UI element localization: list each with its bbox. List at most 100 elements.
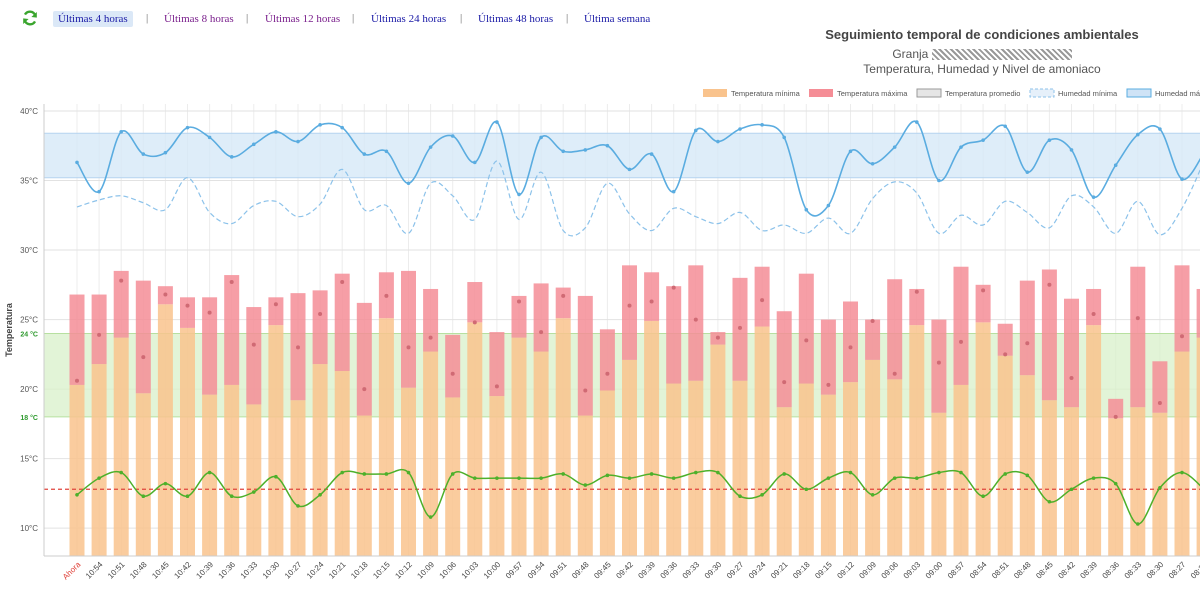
ammonia-point: [163, 481, 168, 486]
max-temperature-bar: [135, 280, 151, 394]
nav-separator: |: [460, 12, 463, 24]
ammonia-point: [981, 494, 985, 498]
humidity-max-point: [1069, 148, 1074, 152]
humidity-max-point: [1003, 124, 1007, 129]
x-tick-label: 09:21: [769, 560, 790, 581]
humidity-max-point: [495, 120, 499, 124]
y-tick-label: 20°C: [20, 385, 38, 394]
x-tick-label: 10:42: [172, 560, 193, 581]
ammonia-point: [141, 494, 146, 498]
ammonia-point: [782, 472, 786, 476]
humidity-max-point: [782, 135, 786, 140]
ammonia-point: [97, 476, 101, 480]
average-temperature-point: [583, 388, 588, 393]
x-tick-label: 10:21: [327, 560, 348, 581]
average-temperature-point: [1091, 312, 1096, 317]
x-tick-label: 10:03: [460, 560, 481, 581]
ammonia-point: [870, 493, 875, 497]
humidity-max-point: [141, 152, 146, 156]
y-tick-label: 15°C: [20, 455, 38, 464]
max-temperature-bar: [401, 270, 416, 388]
nav-separator: |: [566, 12, 569, 24]
x-tick-label: 10:39: [194, 560, 215, 581]
min-temperature-bar: [202, 394, 218, 556]
min-temperature-bar: [1196, 337, 1200, 556]
average-temperature-point: [207, 310, 212, 315]
humidity-max-point: [694, 128, 698, 133]
min-temperature-bar: [622, 359, 637, 556]
nav-last-12-hours[interactable]: Últimas 12 horas: [265, 13, 341, 25]
average-temperature-point: [163, 292, 168, 297]
min-temperature-bar: [953, 384, 969, 556]
x-tick-label: 08:51: [990, 560, 1011, 581]
max-temperature-bar: [533, 283, 549, 352]
max-temperature-bar: [445, 334, 461, 398]
x-tick-label: 10:06: [438, 560, 459, 581]
min-temperature-bar: [1064, 407, 1079, 556]
nav-last-4-hours[interactable]: Últimas 4 horas: [53, 11, 133, 27]
refresh-icon[interactable]: [22, 10, 38, 26]
humidity-max-point: [207, 135, 212, 140]
ammonia-point: [760, 493, 764, 497]
x-tick-label: 08:30: [1145, 560, 1166, 581]
average-temperature-point: [406, 345, 411, 350]
ammonia-point: [1047, 499, 1052, 504]
ammonia-point: [583, 483, 588, 487]
humidity-max-point: [75, 160, 79, 165]
min-temperature-bar: [1086, 325, 1102, 556]
nav-last-48-hours[interactable]: Últimas 48 horas: [478, 13, 554, 25]
average-temperature-point: [649, 299, 654, 304]
max-temperature-bar: [887, 279, 903, 380]
average-temperature-point: [318, 312, 323, 317]
x-tick-label: 10:45: [150, 560, 171, 581]
average-temperature-point: [1047, 282, 1052, 287]
average-temperature-point: [605, 371, 610, 376]
ammonia-point: [937, 470, 941, 475]
ammonia-point: [561, 472, 565, 476]
min-temperature-bar: [180, 327, 195, 556]
x-tick-label: 10:36: [217, 560, 238, 581]
average-temperature-point: [870, 318, 875, 323]
max-temperature-bar: [820, 319, 836, 395]
min-temperature-bar: [290, 400, 306, 556]
humidity-max-point: [97, 189, 101, 194]
x-tick-label: Ahora: [61, 560, 83, 582]
min-temperature-bar: [533, 351, 549, 556]
chart-title: Seguimiento temporal de condiciones ambi…: [825, 27, 1139, 42]
min-temperature-bar: [931, 412, 947, 556]
humidity-max-point: [119, 130, 123, 134]
min-temperature-bar: [997, 355, 1013, 556]
x-tick-label: 08:24: [1189, 560, 1200, 581]
average-temperature-point: [362, 387, 367, 392]
x-tick-label: 10:54: [84, 560, 105, 581]
min-temperature-bar: [268, 325, 284, 556]
min-temperature-bar: [511, 337, 527, 556]
x-tick-label: 10:00: [482, 560, 503, 581]
average-temperature-point: [296, 345, 300, 350]
humidity-max-point: [1180, 177, 1184, 181]
max-temperature-bar: [1108, 398, 1124, 419]
min-temperature-bar: [356, 415, 372, 556]
max-temperature-bar: [1086, 288, 1102, 326]
max-temperature-bar: [246, 307, 262, 405]
ammonia-point: [75, 493, 79, 497]
humidity-max-point: [738, 127, 742, 131]
average-temperature-point: [1135, 316, 1140, 321]
ammonia-point: [119, 470, 123, 475]
x-tick-label: 09:39: [636, 560, 657, 581]
humidity-max-point: [937, 178, 941, 183]
min-temperature-bar: [334, 371, 350, 556]
humidity-max-point: [406, 181, 411, 186]
nav-last-24-hours[interactable]: Últimas 24 horas: [371, 13, 447, 25]
ammonia-point: [229, 494, 234, 498]
nav-last-8-hours[interactable]: Últimas 8 horas: [164, 13, 234, 25]
min-temperature-bar: [224, 384, 240, 556]
ammonia-point: [738, 494, 742, 498]
min-temperature-bar: [865, 359, 881, 556]
min-temperature-bar: [91, 364, 107, 556]
nav-last-week[interactable]: Última semana: [584, 13, 651, 25]
humidity-max-point: [185, 125, 190, 130]
humidity-max-point: [362, 152, 367, 156]
ammonia-point: [207, 470, 212, 475]
min-temperature-bar: [599, 390, 615, 556]
